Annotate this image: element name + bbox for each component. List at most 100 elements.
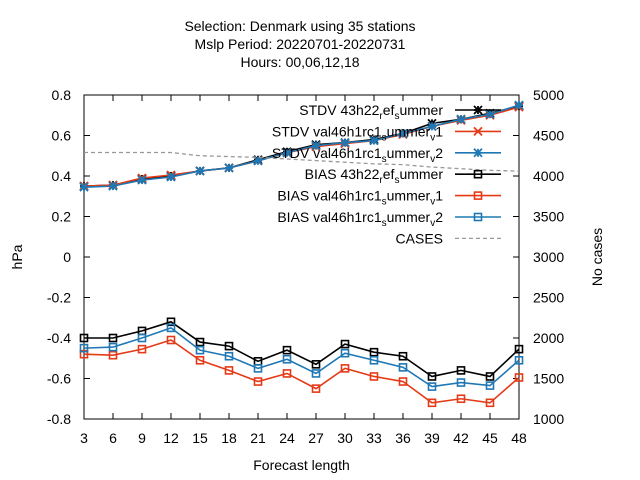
title-line-2: Mslp Period: 20220701-20220731 — [195, 36, 406, 52]
data-point — [398, 351, 408, 361]
y-tick-label: -0.6 — [47, 371, 71, 387]
data-point — [195, 337, 205, 347]
data-point — [340, 137, 350, 148]
y2-tick-label: 4500 — [533, 128, 564, 144]
data-point — [340, 339, 350, 349]
series-line — [83, 105, 520, 187]
y-tick-label: 0.2 — [52, 209, 72, 225]
y2-tick-label: 3500 — [533, 209, 564, 225]
data-point — [195, 166, 205, 176]
data-point — [137, 344, 147, 354]
data-point — [340, 348, 350, 358]
y2-axis-label: No cases — [589, 228, 605, 286]
x-tick-label: 45 — [482, 430, 498, 446]
data-point — [398, 128, 408, 139]
data-point — [311, 369, 321, 378]
plot-frame — [83, 94, 520, 420]
x-axis-label: Forecast length — [253, 457, 350, 473]
y-tick-label: -0.4 — [47, 330, 71, 346]
data-point — [456, 114, 466, 124]
data-point — [282, 354, 292, 364]
data-point — [282, 345, 292, 355]
series-4 — [79, 317, 524, 381]
data-point — [137, 175, 147, 185]
data-point — [195, 345, 205, 355]
data-point — [369, 135, 379, 146]
legend-label: BIAS val46h1rc1summerv2 — [277, 209, 443, 229]
y2-tick-label: 4000 — [533, 168, 564, 184]
data-point — [166, 323, 176, 333]
data-point — [485, 372, 495, 381]
x-tick-label: 3 — [80, 430, 88, 446]
series-5 — [79, 335, 524, 408]
data-point — [79, 349, 89, 359]
data-point — [485, 398, 495, 408]
legend-label: BIAS 43h22refsummer — [305, 166, 444, 186]
y-tick-label: 0.8 — [52, 87, 72, 103]
y2-tick-label: 2500 — [533, 290, 564, 306]
data-point — [79, 333, 89, 343]
x-tick-label: 15 — [192, 430, 208, 446]
legend-label: STDV val46h1rc1summerv1 — [272, 123, 443, 143]
title-line-1: Selection: Denmark using 35 stations — [184, 18, 415, 34]
data-point — [369, 372, 379, 381]
data-point — [427, 372, 437, 381]
data-point — [282, 148, 292, 158]
data-point — [224, 163, 234, 173]
data-point — [456, 378, 466, 387]
y-tick-label: -0.8 — [47, 411, 71, 427]
series-line — [83, 339, 520, 404]
legend-swatch-marker — [473, 105, 483, 115]
legend-swatch-marker — [473, 148, 483, 158]
legend-label: STDV 43h22refsummer — [299, 102, 443, 122]
y2-axis-ticks: 1000 1500 2000 2500 3000 3500 4000 4500 5000 — [533, 87, 564, 427]
data-point — [195, 355, 205, 365]
legend-swatch-marker — [473, 212, 483, 222]
data-point — [456, 394, 466, 404]
data-point — [311, 384, 321, 393]
x-tick-label: 21 — [250, 430, 266, 446]
data-point — [514, 100, 524, 110]
data-point — [427, 398, 437, 408]
legend-swatch-marker — [473, 126, 483, 137]
y-tick-label: 0.6 — [52, 128, 72, 144]
y2-tick-label: 1000 — [533, 411, 564, 427]
y-tick-label: 0.4 — [52, 168, 72, 184]
x-tick-label: 12 — [163, 430, 179, 446]
data-point — [224, 366, 234, 375]
y-axis-ticks: -0.8 -0.6 -0.4 -0.2 0 0.2 0.4 0.6 0.8 — [47, 87, 519, 427]
x-tick-label: 18 — [221, 430, 237, 446]
legend-label: STDV val46h1rc1summerv2 — [272, 145, 443, 165]
series-line — [83, 326, 520, 388]
x-tick-label: 36 — [395, 430, 411, 446]
y2-tick-label: 5000 — [533, 87, 564, 103]
chart-title: Selection: Denmark using 35 stations Mslp… — [184, 18, 415, 70]
y-tick-label: -0.2 — [47, 290, 71, 306]
series-3 — [79, 100, 524, 192]
data-point — [514, 373, 524, 382]
x-tick-label: 27 — [308, 430, 324, 446]
y2-tick-label: 1500 — [533, 371, 564, 387]
data-point — [137, 333, 147, 343]
data-point — [79, 182, 89, 192]
data-point — [166, 317, 176, 327]
data-point — [108, 342, 118, 352]
x-tick-label: 9 — [138, 430, 146, 446]
data-point — [398, 363, 408, 372]
legend-swatch-marker — [473, 191, 483, 200]
series-group — [79, 100, 524, 408]
x-tick-label: 30 — [337, 430, 353, 446]
y2-tick-label: 2000 — [533, 330, 564, 346]
data-point — [427, 382, 437, 391]
y2-tick-label: 3000 — [533, 249, 564, 265]
data-point — [166, 172, 176, 182]
data-point — [253, 377, 263, 386]
legend-label: CASES — [396, 230, 443, 246]
x-tick-label: 24 — [279, 430, 295, 446]
data-point — [514, 355, 524, 365]
title-line-3: Hours: 00,06,12,18 — [240, 54, 359, 70]
data-point — [253, 364, 263, 373]
data-point — [311, 360, 321, 369]
data-point — [224, 341, 234, 351]
